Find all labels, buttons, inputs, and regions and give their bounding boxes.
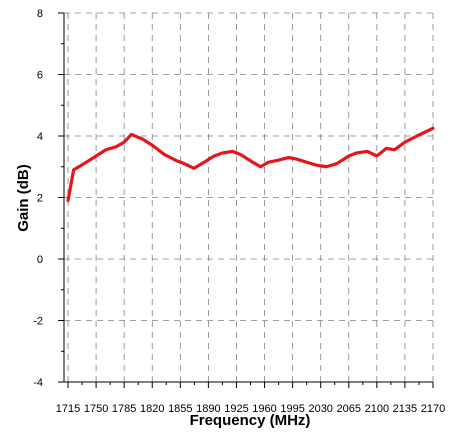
grid-lines <box>64 12 434 382</box>
y-axis-label: Gain (dB) <box>15 164 32 232</box>
x-tick-label: 1715 <box>56 403 80 415</box>
gain-series-line <box>66 126 435 203</box>
y-tick-label: 4 <box>37 131 43 143</box>
y-tick-labels: -4 -2 0 2 4 6 8 <box>33 8 43 389</box>
x-tick-label: 2065 <box>337 403 361 415</box>
y-tick-label: 2 <box>37 193 43 205</box>
x-tick-label: 2030 <box>308 403 332 415</box>
axes <box>58 12 434 388</box>
x-tick-label: 2100 <box>365 403 389 415</box>
x-tick-label: 1925 <box>224 403 248 415</box>
x-tick-label: 1855 <box>168 403 192 415</box>
x-tick-label: 1995 <box>280 403 304 415</box>
x-tick-label: 1890 <box>196 403 220 415</box>
x-tick-label: 1960 <box>252 403 276 415</box>
y-tick-label: 0 <box>37 254 43 266</box>
x-tick-label: 1785 <box>112 403 136 415</box>
series-group <box>66 126 435 203</box>
y-tick-label: 8 <box>37 8 43 20</box>
y-tick-label: 6 <box>37 70 43 82</box>
x-tick-label: 2135 <box>393 403 417 415</box>
x-tick-label: 1820 <box>140 403 164 415</box>
x-tick-label: 2170 <box>421 403 445 415</box>
x-tick-labels: 1715 1750 1785 1820 1855 1890 1925 1960 1995 2030… <box>56 403 445 415</box>
y-tick-label: -4 <box>33 377 43 389</box>
y-tick-label: -2 <box>33 316 43 328</box>
x-axis-label: Frequency (MHz) <box>190 412 311 429</box>
x-tick-label: 1750 <box>84 403 108 415</box>
